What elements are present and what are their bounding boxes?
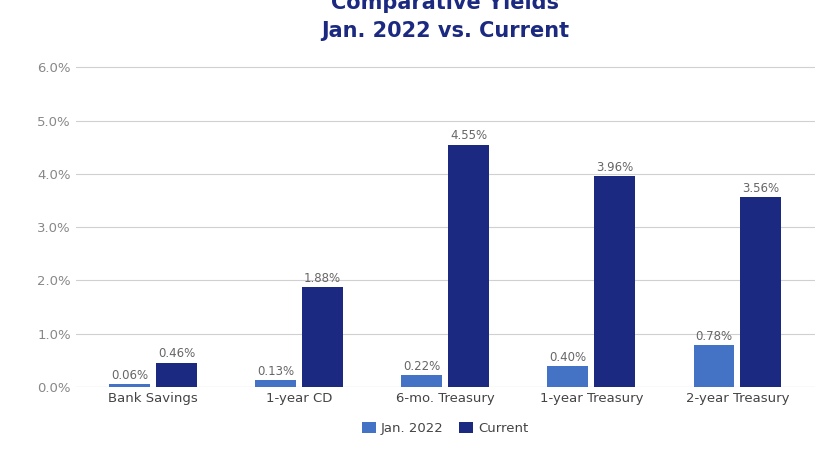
Bar — [302, 287, 343, 387]
Bar — [156, 362, 197, 387]
Bar — [255, 380, 297, 387]
Bar — [740, 197, 781, 387]
Text: 4.55%: 4.55% — [450, 129, 487, 143]
Text: 3.56%: 3.56% — [743, 182, 780, 195]
Bar — [594, 176, 635, 387]
Bar — [402, 375, 443, 387]
Bar — [109, 384, 150, 387]
Text: 0.40%: 0.40% — [549, 351, 586, 363]
Bar — [548, 366, 588, 387]
Text: 0.06%: 0.06% — [111, 369, 148, 382]
Legend: Jan. 2022, Current: Jan. 2022, Current — [357, 416, 533, 440]
Bar — [448, 144, 489, 387]
Text: 0.22%: 0.22% — [403, 360, 440, 373]
Text: 1.88%: 1.88% — [304, 272, 341, 285]
Title: Comparative Yields
Jan. 2022 vs. Current: Comparative Yields Jan. 2022 vs. Current — [321, 0, 570, 41]
Text: 0.46%: 0.46% — [158, 347, 195, 361]
Text: 0.78%: 0.78% — [696, 330, 732, 343]
Text: 0.13%: 0.13% — [257, 365, 294, 378]
Text: 3.96%: 3.96% — [596, 161, 633, 174]
Bar — [694, 346, 734, 387]
